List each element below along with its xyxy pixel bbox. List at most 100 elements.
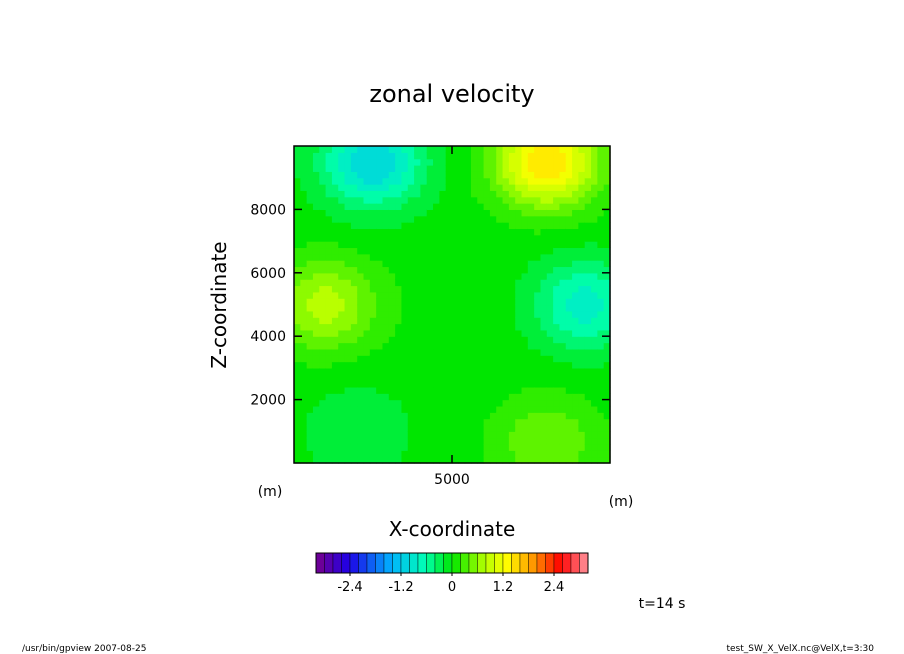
field-cell — [540, 165, 548, 172]
field-cell — [439, 424, 447, 432]
field-cell — [578, 310, 586, 318]
field-cell — [294, 336, 301, 344]
field-cell — [584, 196, 592, 204]
field-cell — [496, 171, 504, 179]
field-cell — [546, 158, 554, 166]
field-cell — [395, 393, 403, 401]
field-cell — [458, 177, 466, 185]
field-cell — [376, 285, 384, 293]
field-cell — [470, 310, 478, 318]
field-cell — [294, 190, 301, 198]
field-cell — [414, 329, 421, 337]
field-cell — [477, 310, 485, 318]
field-cell — [521, 247, 529, 255]
field-cell — [458, 260, 466, 268]
field-cell — [426, 317, 434, 325]
field-cell — [565, 196, 573, 204]
field-cell — [363, 298, 371, 306]
field-cell — [553, 355, 561, 363]
field-cell — [477, 355, 485, 363]
field-cell — [464, 374, 472, 382]
field-cell — [591, 177, 598, 185]
field-cell — [496, 424, 504, 432]
field-cell — [521, 146, 529, 153]
field-cell — [325, 361, 333, 369]
field-cell — [597, 386, 605, 394]
field-cell — [584, 266, 592, 274]
field-cell — [559, 310, 567, 318]
field-cell — [458, 323, 466, 331]
field-cell — [401, 228, 409, 236]
field-cell — [565, 247, 573, 255]
field-cell — [584, 386, 592, 394]
field-cell — [546, 348, 554, 356]
field-cell — [445, 317, 453, 325]
field-cell — [540, 304, 548, 312]
field-cell — [597, 374, 605, 382]
field-cell — [565, 386, 573, 394]
field-cell — [363, 279, 371, 287]
field-cell — [553, 260, 561, 268]
field-cell — [534, 253, 542, 261]
field-cell — [357, 152, 365, 160]
field-cell — [546, 298, 554, 306]
field-cell — [312, 361, 320, 369]
field-cell — [338, 336, 346, 344]
field-cell — [527, 158, 535, 166]
field-cell — [502, 152, 510, 160]
field-cell — [319, 215, 327, 223]
field-cell — [376, 203, 384, 210]
field-cell — [344, 285, 352, 293]
field-cell — [414, 418, 421, 426]
field-cell — [508, 342, 516, 350]
field-cell — [489, 272, 497, 280]
field-cell — [546, 431, 554, 439]
field-cell — [363, 437, 371, 445]
field-cell — [319, 317, 327, 325]
field-cell — [483, 399, 491, 407]
field-cell — [312, 412, 320, 420]
field-cell — [464, 222, 472, 230]
field-cell — [470, 367, 478, 375]
field-cell — [376, 450, 384, 458]
field-cell — [452, 158, 459, 166]
field-cell — [559, 336, 567, 344]
field-cell — [395, 190, 403, 198]
field-cell — [496, 253, 504, 261]
field-cell — [546, 310, 554, 318]
field-cell — [584, 304, 592, 312]
field-cell — [470, 437, 478, 445]
field-cell — [565, 431, 573, 439]
field-cell — [540, 424, 548, 432]
field-cell — [388, 165, 396, 172]
field-cell — [420, 424, 428, 432]
field-cell — [477, 146, 485, 153]
field-cell — [540, 450, 548, 458]
field-cell — [584, 424, 592, 432]
field-cell — [483, 412, 491, 420]
field-cell — [572, 260, 579, 268]
field-cell — [584, 222, 592, 230]
field-cell — [426, 336, 434, 344]
field-cell — [470, 323, 478, 331]
field-cell — [445, 165, 453, 172]
field-cell — [401, 348, 409, 356]
field-cell — [483, 393, 491, 401]
field-cell — [401, 241, 409, 249]
field-cell — [603, 437, 611, 445]
field-cell — [439, 253, 447, 261]
field-cell — [578, 361, 586, 369]
field-cell — [452, 355, 459, 363]
field-cell — [395, 234, 403, 242]
field-cell — [306, 367, 314, 375]
field-cell — [331, 222, 339, 230]
field-cell — [565, 152, 573, 160]
field-cell — [382, 177, 390, 185]
field-cell — [489, 241, 497, 249]
field-cell — [477, 418, 485, 426]
field-cell — [578, 374, 586, 382]
field-cell — [338, 241, 346, 249]
field-cell — [426, 165, 434, 172]
field-cell — [565, 190, 573, 198]
field-cell — [319, 228, 327, 236]
